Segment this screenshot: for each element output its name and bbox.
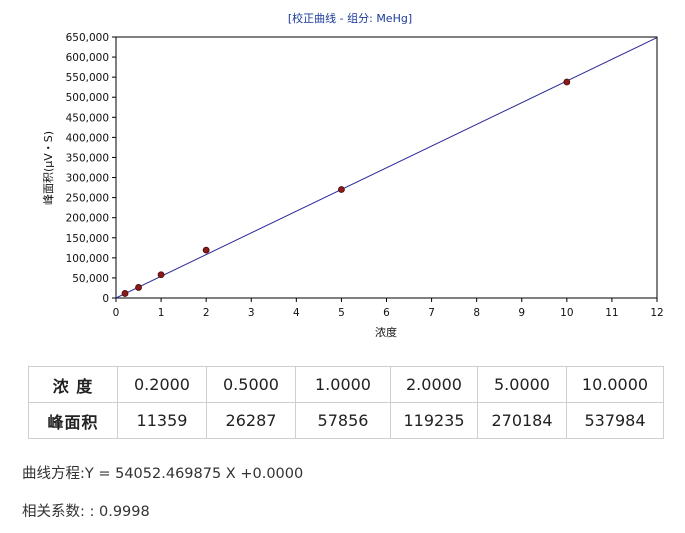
x-tick-label: 9: [518, 307, 525, 319]
y-tick-label: 500,000: [66, 92, 109, 104]
x-tick-label: 4: [293, 307, 300, 319]
table-cell: 270184: [477, 402, 567, 439]
x-tick-label: 8: [473, 307, 480, 319]
y-tick-label: 150,000: [66, 233, 109, 245]
y-axis-label: 峰面积(μV・S): [42, 131, 55, 205]
data-point: [135, 284, 142, 291]
data-point: [338, 186, 345, 193]
y-tick-label: 650,000: [66, 32, 109, 44]
correlation-coefficient: 相关系数: : 0.9998: [22, 504, 150, 520]
x-tick-label: 10: [560, 307, 573, 319]
y-tick-label: 300,000: [66, 173, 109, 185]
y-tick-label: 350,000: [66, 152, 109, 164]
y-tick-label: 200,000: [66, 213, 109, 225]
chart-svg: [校正曲线 - 组分: MeHg] 0 50,000 100,000 150,000 2…: [42, 11, 664, 339]
y-tick-label: 600,000: [66, 52, 109, 64]
data-point: [157, 271, 165, 279]
table-cell: 10.0000: [566, 366, 664, 403]
table-header-concentration: 浓 度: [28, 366, 118, 403]
table-cell: 11359: [117, 402, 207, 439]
table-cell: 2.0000: [390, 366, 478, 403]
table-row: 浓 度 0.2000 0.5000 1.0000 2.0000 5.0000 1…: [28, 366, 664, 403]
data-point: [202, 246, 210, 254]
x-tick-label: 6: [383, 307, 390, 319]
x-tick-label: 3: [248, 307, 255, 319]
table-row: 峰面积 11359 26287 57856 119235 270184 5379…: [28, 402, 664, 439]
table-cell: 119235: [390, 402, 478, 439]
x-tick-label: 12: [650, 307, 663, 319]
y-tick-label: 450,000: [66, 112, 109, 124]
table-cell: 57856: [295, 402, 391, 439]
table-cell: 5.0000: [477, 366, 567, 403]
y-tick-label: 50,000: [72, 273, 109, 285]
x-axis-label: 浓度: [375, 325, 397, 339]
x-axis-ticks: 0 1 2 3 4 5 6 7 8 9 10 11 12: [113, 298, 664, 319]
x-tick-label: 0: [113, 307, 120, 319]
data-point: [121, 290, 129, 297]
calibration-chart: [校正曲线 - 组分: MeHg] 0 50,000 100,000 150,000 2…: [42, 11, 664, 339]
y-tick-label: 550,000: [66, 72, 109, 84]
x-tick-label: 11: [605, 307, 618, 319]
table-cell: 0.5000: [206, 366, 296, 403]
curve-equation: 曲线方程:Y = 54052.469875 X +0.0000: [22, 466, 304, 482]
chart-title: [校正曲线 - 组分: MeHg]: [288, 11, 412, 25]
table-header-peak-area: 峰面积: [28, 402, 118, 439]
x-tick-label: 1: [158, 307, 165, 319]
table-cell: 26287: [206, 402, 296, 439]
y-tick-label: 0: [102, 293, 109, 305]
data-table: 浓 度 0.2000 0.5000 1.0000 2.0000 5.0000 1…: [28, 366, 664, 439]
table-cell: 0.2000: [117, 366, 207, 403]
y-axis-ticks: 0 50,000 100,000 150,000 200,000 250,000 300,0…: [66, 32, 116, 305]
data-point: [563, 78, 571, 86]
y-tick-label: 250,000: [66, 193, 109, 205]
x-tick-label: 5: [338, 307, 345, 319]
table-cell: 537984: [566, 402, 664, 439]
x-tick-label: 7: [428, 307, 435, 319]
x-tick-label: 2: [203, 307, 210, 319]
data-points-layer: [121, 78, 571, 297]
y-tick-label: 100,000: [66, 253, 109, 265]
table-cell: 1.0000: [295, 366, 391, 403]
y-tick-label: 400,000: [66, 132, 109, 144]
